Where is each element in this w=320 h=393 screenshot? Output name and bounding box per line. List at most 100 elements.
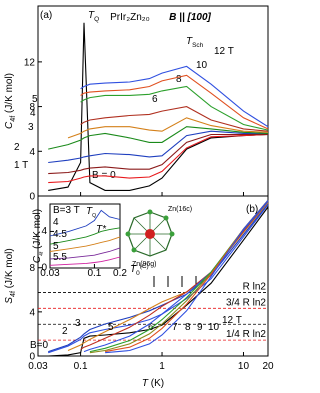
pr-atom bbox=[145, 229, 155, 239]
series-label: 6 bbox=[148, 322, 154, 333]
series-label: 5 bbox=[32, 94, 38, 105]
chart-title: PrIr₂Zn₂₀ bbox=[110, 12, 150, 23]
x-tick-label: 0.03 bbox=[40, 268, 60, 279]
series-label: 10 bbox=[196, 60, 208, 71]
zn-atom bbox=[163, 215, 169, 221]
y-axis-label: C4f (J/K mol) bbox=[32, 209, 45, 263]
y-axis-label-part: 4f bbox=[39, 251, 45, 256]
y-axis-label-part: S bbox=[4, 297, 15, 304]
x-tick-label: 0.03 bbox=[28, 361, 48, 372]
series-label: 4 bbox=[53, 217, 59, 228]
y-axis-label-part: (J/K mol) bbox=[32, 209, 43, 252]
x-axis-label-part: T bbox=[142, 378, 149, 389]
y-tick-label: 0 bbox=[41, 262, 47, 273]
annotation: T* bbox=[96, 224, 107, 235]
series-label: 9 bbox=[197, 322, 203, 333]
chart-subtitle: B || [100] bbox=[169, 12, 211, 23]
series-label: 3 bbox=[28, 122, 34, 133]
y-axis-label-part: 4f bbox=[8, 116, 17, 122]
series-label: 12 T bbox=[222, 315, 242, 326]
zn-atom bbox=[169, 231, 175, 237]
series-line bbox=[80, 106, 269, 132]
series-label: 7 bbox=[172, 322, 178, 333]
x-tick-label: 20 bbox=[262, 361, 274, 372]
series-line bbox=[48, 22, 269, 191]
annotation-part: (C) bbox=[140, 263, 149, 270]
series-label: B=0 bbox=[30, 340, 49, 351]
series-label: 5 bbox=[53, 241, 59, 252]
annotation-part: T bbox=[186, 36, 193, 47]
y-tick-label: 8 bbox=[29, 102, 35, 113]
series-label: 5 bbox=[108, 322, 114, 333]
y-tick-label: 4 bbox=[29, 307, 35, 318]
annotation-part: T bbox=[130, 264, 137, 275]
y-tick-label: 12 bbox=[24, 57, 36, 68]
y-axis-label-part: (J/K mol) bbox=[4, 73, 15, 116]
annotation-part: T bbox=[88, 10, 95, 21]
annotation: TQ bbox=[86, 206, 96, 219]
zn-atom bbox=[147, 209, 153, 215]
series-line bbox=[48, 130, 268, 164]
x-tick-label: 0.1 bbox=[74, 361, 88, 372]
y-axis-label-part: C bbox=[4, 121, 15, 129]
x-axis-label-part: (K) bbox=[148, 378, 164, 389]
x-axis-label: T (K) bbox=[142, 378, 164, 389]
y-tick-label: 8 bbox=[29, 263, 35, 274]
series-line bbox=[105, 200, 269, 354]
arrows bbox=[153, 276, 197, 287]
structure-label: Zn(16c) bbox=[168, 206, 192, 213]
plot-frame bbox=[49, 203, 121, 269]
annotation-part: T bbox=[86, 206, 93, 217]
annotation-part: 0 bbox=[136, 270, 140, 277]
panel-label: (a) bbox=[40, 10, 52, 21]
series-label: 8 bbox=[185, 322, 191, 333]
annotation: T0(C) bbox=[130, 263, 149, 277]
series-line bbox=[80, 74, 269, 130]
series-line bbox=[80, 65, 269, 128]
series-line bbox=[49, 247, 121, 260]
series-label: 10 bbox=[208, 322, 220, 333]
reference-label: R ln2 bbox=[243, 281, 267, 292]
series-label: 3 bbox=[75, 318, 81, 329]
series-label: 1 T bbox=[14, 160, 28, 171]
y-tick-label: 0 bbox=[29, 352, 35, 363]
annotation: TSch bbox=[186, 36, 204, 49]
series-line bbox=[48, 204, 269, 354]
series-line bbox=[48, 133, 269, 184]
y-axis-label: C4f (J/K mol) bbox=[4, 73, 17, 129]
zn-atom bbox=[125, 231, 131, 237]
y-axis-label-part: (J/K mol) bbox=[4, 248, 15, 291]
series-label: 12 T bbox=[214, 46, 234, 57]
series-line bbox=[48, 133, 268, 175]
reference-label: 1/4 R ln2 bbox=[226, 329, 266, 340]
x-tick-label: 10 bbox=[238, 361, 250, 372]
series-line bbox=[49, 256, 121, 266]
reference-label: 3/4 R ln2 bbox=[226, 297, 266, 308]
series-label: B=3 T bbox=[53, 205, 80, 216]
y-tick-label: 4 bbox=[29, 147, 35, 158]
x-tick-label: 0.2 bbox=[113, 268, 127, 279]
series-label: 4.5 bbox=[53, 229, 67, 240]
series-line bbox=[48, 203, 269, 353]
crystal-structure: Zn(16c) Zn(96g) bbox=[125, 206, 192, 268]
y-axis-label-part: 4f bbox=[8, 291, 17, 297]
series-line bbox=[49, 227, 121, 245]
series-line bbox=[67, 117, 269, 139]
y-axis-label: S4f (J/K mol) bbox=[4, 248, 17, 303]
series-label: 8 bbox=[176, 74, 182, 85]
series-label: 4 bbox=[30, 108, 36, 119]
series-line bbox=[48, 126, 269, 150]
annotation: TQ bbox=[88, 10, 99, 23]
annotation-part: Q bbox=[94, 16, 99, 23]
plot-frame bbox=[37, 195, 269, 357]
series-label: 5.5 bbox=[53, 252, 67, 263]
y-tick-label: 0 bbox=[29, 192, 35, 203]
annotation-part: Sch bbox=[192, 42, 204, 49]
series-line bbox=[48, 206, 269, 357]
zn-atom bbox=[131, 247, 137, 253]
series-line bbox=[49, 209, 121, 237]
series-label: 6 bbox=[152, 94, 158, 105]
structure-label: Zn(96g) bbox=[132, 261, 157, 268]
x-tick-label: 1 bbox=[159, 361, 165, 372]
